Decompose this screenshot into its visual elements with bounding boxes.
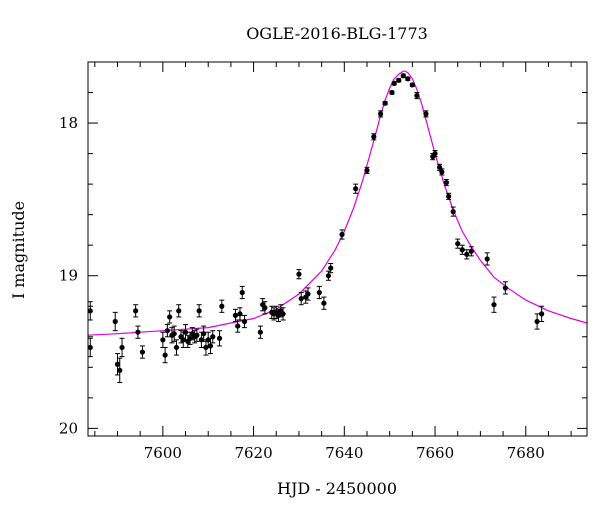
data-point [389, 89, 395, 96]
x-ticks [94, 62, 572, 436]
y-tick-label: 18 [59, 114, 78, 132]
data-point [207, 343, 214, 349]
data-point [133, 308, 139, 314]
x-axis-label: HJD - 2450000 [277, 479, 397, 498]
data-point [400, 73, 406, 79]
data-point [257, 329, 263, 335]
y-tick-label: 19 [59, 267, 78, 285]
data-point [280, 311, 286, 317]
data-point [164, 328, 170, 334]
data-point [237, 311, 243, 317]
data-point [439, 169, 445, 175]
data-point [216, 335, 223, 341]
data-point [201, 331, 207, 337]
data-point [194, 332, 200, 338]
data-point [316, 289, 322, 296]
data-point [339, 231, 345, 238]
data-point [162, 352, 168, 358]
data-point [455, 241, 461, 247]
data-point [484, 256, 490, 262]
data-point [382, 100, 388, 106]
data-point [446, 193, 452, 199]
data-point [468, 248, 474, 254]
data-point [432, 150, 438, 157]
data-point [167, 314, 173, 320]
data-point [534, 318, 540, 325]
data-point [502, 285, 508, 291]
x-tick-labels: 7600 7620 7640 7660 7680 [144, 444, 545, 462]
data-point [305, 291, 311, 297]
data-point [232, 312, 239, 319]
data-point [160, 337, 166, 343]
data-point [117, 367, 123, 373]
x-tick-label: 7620 [234, 444, 272, 462]
data-point [325, 273, 332, 279]
data-point [371, 134, 377, 140]
data-point [364, 167, 370, 173]
x-tick-label: 7680 [507, 444, 545, 462]
data-point [464, 251, 470, 257]
x-tick-label: 7660 [416, 444, 454, 462]
data-point [114, 361, 121, 367]
data-point [176, 308, 182, 314]
data-point [296, 271, 302, 277]
data-point [119, 344, 125, 351]
data-point [182, 329, 189, 335]
data-point [396, 77, 402, 83]
y-tick-label: 20 [59, 419, 78, 437]
data-point [321, 300, 327, 306]
data-point [112, 318, 118, 325]
data-point [196, 308, 202, 314]
x-tick-label: 7640 [325, 444, 363, 462]
data-point [262, 305, 268, 311]
data-point [328, 265, 334, 271]
data-point [87, 344, 93, 351]
data-point [377, 111, 384, 117]
data-point [239, 289, 245, 296]
data-point [235, 323, 241, 329]
model-curve [87, 70, 588, 336]
y-axis-label: I magnitude [9, 201, 28, 299]
y-tick-labels: 18 19 20 [59, 114, 78, 437]
data-point [443, 179, 449, 186]
data-point [353, 186, 359, 192]
data-point [409, 82, 415, 88]
data-point [459, 247, 465, 253]
data-point [391, 80, 397, 86]
plot-frame [87, 61, 588, 437]
data-point [298, 296, 304, 302]
data-point [539, 311, 545, 317]
data-point [423, 111, 429, 117]
data-point [173, 344, 180, 351]
data-point [171, 331, 177, 337]
data-point [87, 308, 93, 314]
plot-area [87, 70, 588, 384]
data-point [219, 303, 225, 309]
data-point [491, 302, 497, 308]
x-tick-label: 7600 [144, 444, 182, 462]
data-point [135, 329, 141, 335]
data-point [139, 349, 146, 355]
data-point [414, 92, 420, 99]
data-point [405, 76, 411, 82]
data-point [450, 209, 456, 215]
data-point [241, 318, 248, 325]
data-point [210, 334, 216, 340]
chart-title: OGLE-2016-BLG-1773 [246, 24, 428, 43]
